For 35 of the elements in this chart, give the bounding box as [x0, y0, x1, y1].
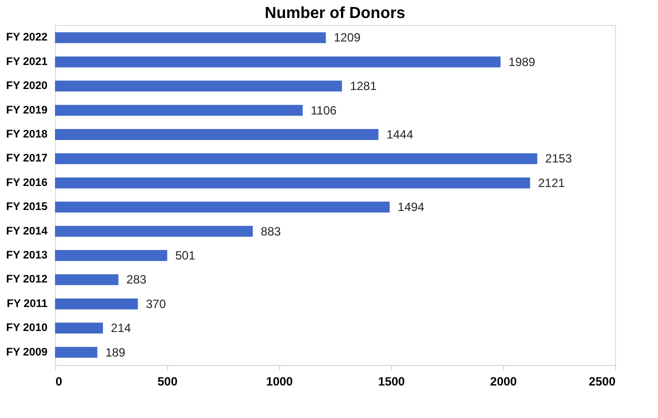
y-tick-label: FY 2013: [6, 250, 48, 262]
data-label: 1444: [386, 128, 414, 142]
data-label: 883: [260, 224, 282, 238]
data-label: 2121: [538, 176, 566, 190]
x-tick-label: 0: [56, 374, 62, 388]
y-tick-label: FY 2010: [6, 322, 48, 334]
x-tick-label: 500: [157, 374, 178, 388]
y-tick-label: FY 2020: [6, 80, 48, 92]
chart-title: Number of Donors: [264, 5, 406, 22]
data-label: 1494: [398, 200, 425, 214]
x-tick-label: 2500: [588, 374, 616, 388]
y-tick-label: FY 2011: [6, 298, 48, 310]
y-tick-label: FY 2012: [6, 274, 48, 286]
x-tick-label: 1000: [266, 374, 294, 388]
data-label: 1209: [334, 30, 361, 45]
y-tick-label: FY 2017: [6, 152, 48, 165]
data-label: 189: [105, 345, 126, 360]
y-tick-label: FY 2018: [6, 128, 48, 140]
data-label: 501: [175, 248, 196, 262]
data-label: 2153: [545, 152, 572, 166]
y-tick-label: FY 2016: [6, 176, 48, 189]
data-label: 1989: [508, 54, 536, 69]
data-label: 214: [110, 321, 132, 336]
y-tick-label: FY 2014: [6, 225, 48, 238]
y-tick-label: FY 2021: [6, 56, 48, 68]
data-label: 1281: [350, 79, 377, 94]
y-tick-label: FY 2022: [6, 32, 48, 44]
data-label: 1106: [310, 103, 337, 118]
y-tick-label: FY 2009: [6, 346, 48, 358]
x-tick-label: 2000: [490, 374, 518, 388]
y-tick-label: FY 2019: [6, 104, 48, 116]
x-tick-label: 1500: [378, 374, 406, 388]
data-label: 370: [146, 296, 166, 311]
data-label: 283: [126, 272, 147, 287]
y-tick-label: FY 2015: [6, 201, 48, 214]
